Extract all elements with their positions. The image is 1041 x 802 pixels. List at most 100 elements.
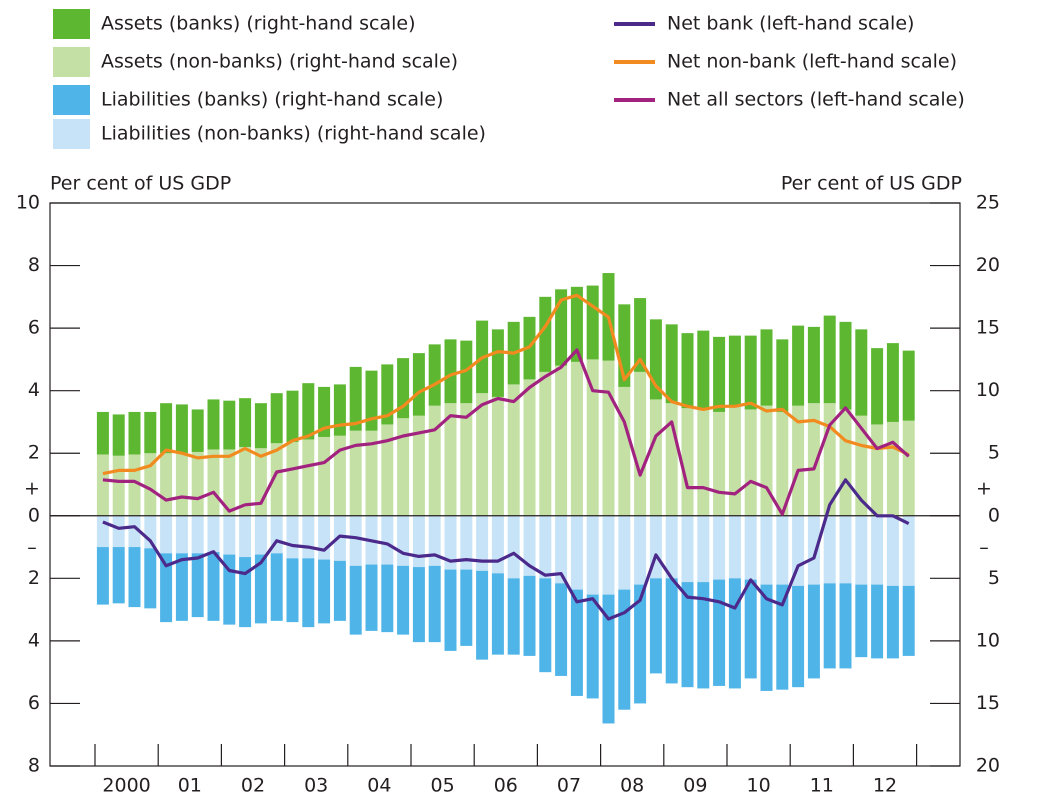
- bar: [223, 400, 236, 450]
- bar: [807, 403, 820, 516]
- bar: [191, 515, 204, 554]
- legend-swatch: [53, 85, 90, 115]
- y-tick-label: 8: [28, 755, 40, 777]
- bar: [807, 515, 820, 585]
- x-tick-label: 10: [747, 775, 771, 797]
- bar: [412, 415, 425, 516]
- y-tick-label: 10: [16, 192, 40, 214]
- bar: [254, 515, 267, 555]
- bar: [728, 515, 741, 579]
- bar: [191, 553, 204, 618]
- bar: [807, 326, 820, 404]
- bar: [839, 515, 852, 584]
- bar: [175, 553, 188, 621]
- bar: [839, 321, 852, 410]
- bar: [681, 582, 694, 688]
- bar: [744, 335, 757, 410]
- bar: [460, 403, 473, 516]
- bar: [239, 398, 252, 447]
- y-tick-label: 0: [28, 504, 40, 526]
- bar: [428, 565, 441, 643]
- bar: [681, 408, 694, 516]
- y2-tick-label: 15: [976, 692, 1000, 714]
- y2-axis-title: Per cent of US GDP: [781, 173, 962, 195]
- bar: [207, 515, 220, 553]
- bar: [570, 361, 583, 516]
- bar: [428, 344, 441, 406]
- bar: [744, 579, 757, 679]
- y2-tick-label: 5: [988, 442, 1000, 464]
- bar: [586, 359, 599, 516]
- bar: [555, 583, 568, 676]
- x-tick-label: 11: [810, 775, 834, 797]
- bar: [902, 515, 915, 586]
- bar: [760, 584, 773, 691]
- line-series: [102, 478, 910, 621]
- bar: [160, 553, 173, 623]
- bar: [507, 578, 520, 655]
- legend-label: Assets (non-banks) (right-hand scale): [101, 51, 458, 73]
- y2-tick-label: 10: [976, 629, 1000, 651]
- bar: [365, 564, 378, 631]
- y-tick-label: 6: [28, 692, 40, 714]
- bar: [886, 421, 899, 516]
- bar: [713, 579, 726, 686]
- bar: [855, 515, 868, 585]
- x-tick-label: 01: [178, 775, 202, 797]
- y-tick-label: 2: [28, 442, 40, 464]
- sign-label: +: [24, 478, 40, 500]
- bar: [902, 420, 915, 516]
- bar: [618, 515, 631, 590]
- bar: [160, 403, 173, 454]
- bar: [665, 324, 678, 404]
- bar: [697, 409, 710, 516]
- bar: [381, 564, 394, 633]
- bar: [602, 515, 615, 595]
- bar: [523, 379, 536, 516]
- bar: [207, 399, 220, 450]
- sign-label: –: [27, 537, 37, 559]
- bar: [839, 409, 852, 516]
- bar: [318, 559, 331, 624]
- bar: [333, 384, 346, 436]
- bar: [128, 411, 141, 455]
- legend-label: Net non-bank (left-hand scale): [667, 51, 957, 73]
- bar: [760, 405, 773, 516]
- legend-label: Liabilities (non-banks) (right-hand scal…: [101, 123, 486, 145]
- bar: [349, 565, 362, 635]
- bar: [318, 436, 331, 516]
- bar: [792, 405, 805, 516]
- bar: [175, 453, 188, 516]
- bar: [713, 515, 726, 580]
- bar: [539, 578, 552, 673]
- x-tick-label: 06: [494, 775, 518, 797]
- bar: [855, 415, 868, 516]
- bar: [792, 515, 805, 586]
- bar: [570, 515, 583, 590]
- bar: [523, 515, 536, 576]
- bar: [286, 558, 299, 623]
- y2-tick-label: 10: [976, 379, 1000, 401]
- bar: [365, 430, 378, 516]
- bar: [96, 547, 109, 605]
- bar: [555, 365, 568, 516]
- bar: [397, 418, 410, 516]
- bar: [144, 411, 157, 454]
- bar: [665, 578, 678, 684]
- bar: [523, 575, 536, 656]
- bar: [96, 411, 109, 455]
- bar: [776, 411, 789, 516]
- bar: [634, 584, 647, 704]
- bar: [555, 515, 568, 584]
- bar: [349, 366, 362, 431]
- x-tick-label: 2000: [102, 775, 150, 797]
- bar: [96, 515, 109, 548]
- line-series: [102, 348, 910, 516]
- bar: [507, 384, 520, 516]
- bar: [491, 573, 504, 655]
- bar: [586, 285, 599, 360]
- bar: [665, 515, 678, 579]
- bar: [239, 515, 252, 558]
- bar: [270, 393, 283, 444]
